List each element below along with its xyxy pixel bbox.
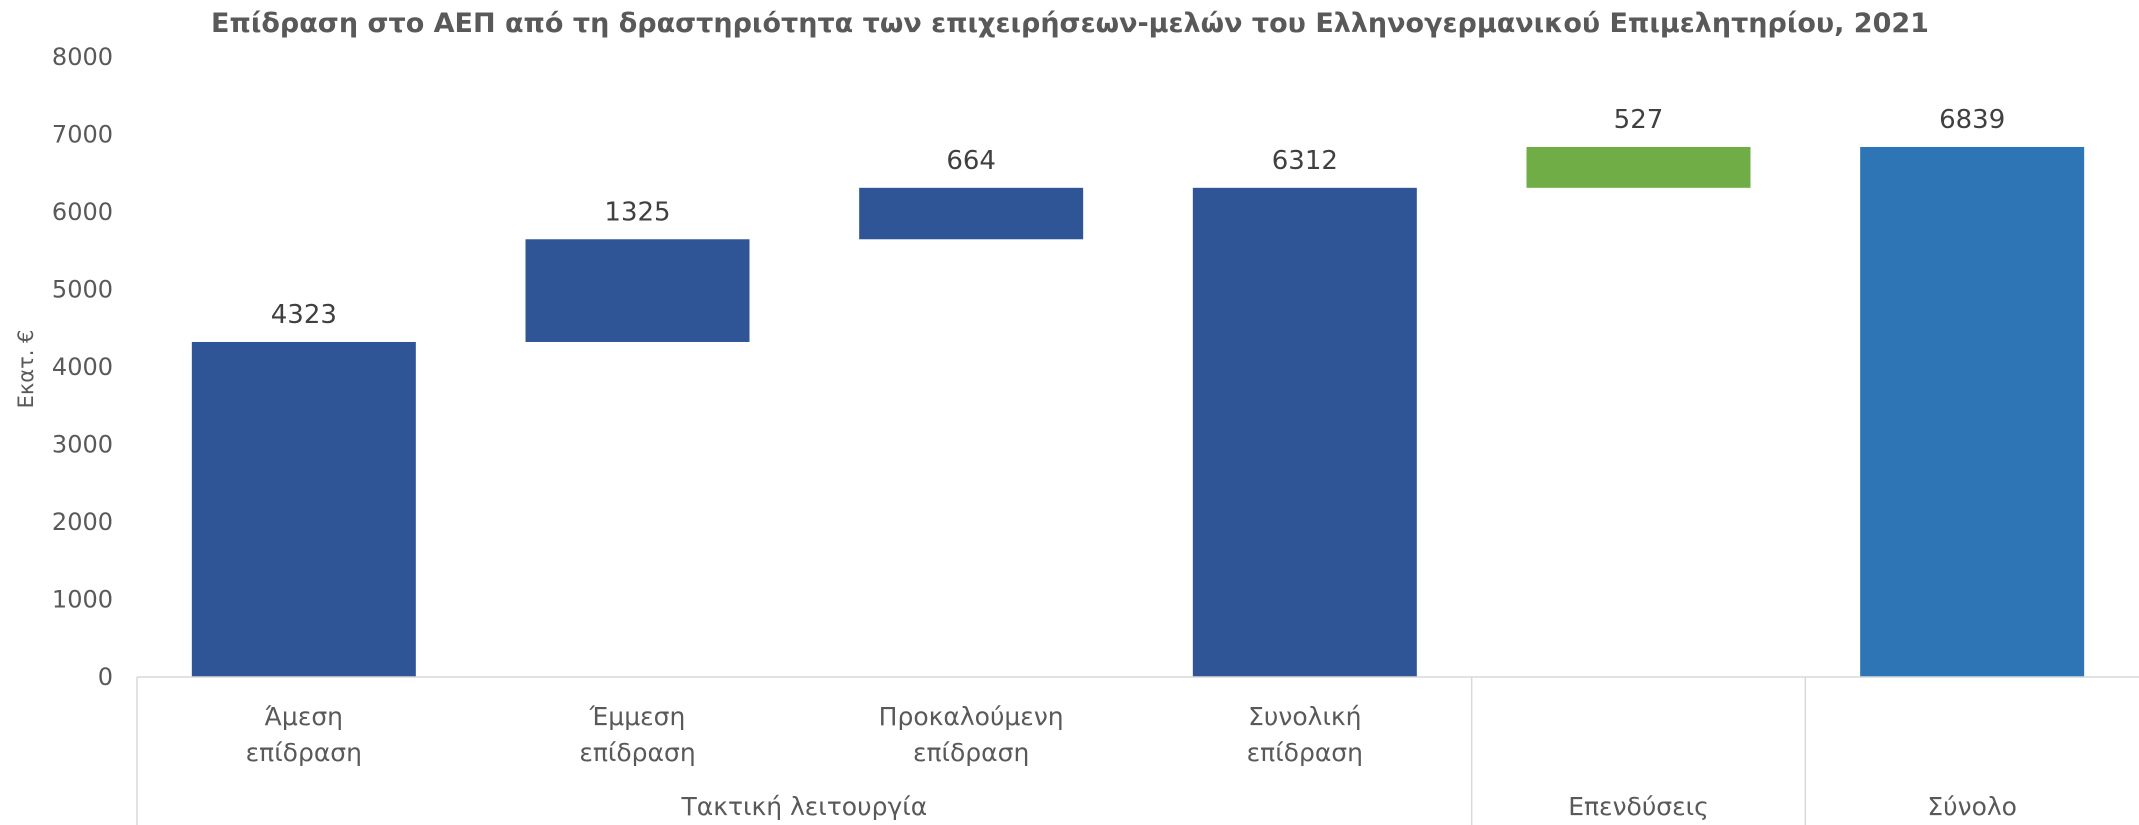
category-label: Συνολική <box>1248 702 1361 731</box>
category-label: επίδραση <box>579 738 695 767</box>
group-label: Σύνολο <box>1927 792 2017 821</box>
bar <box>525 239 750 342</box>
data-label: 664 <box>946 146 996 176</box>
category-label: επίδραση <box>913 738 1029 767</box>
data-label: 1325 <box>604 197 670 227</box>
y-tick-label: 3000 <box>52 431 113 459</box>
y-tick-label: 6000 <box>52 198 113 226</box>
bar <box>859 187 1084 240</box>
y-tick-label: 7000 <box>52 121 113 149</box>
y-axis-ticks: 0 1000 2000 3000 4000 5000 6000 7000 8000 <box>52 43 113 691</box>
y-tick-label: 5000 <box>52 276 113 304</box>
data-label: 4323 <box>271 300 337 330</box>
bar <box>191 341 416 677</box>
data-labels: 4323 1325 664 6312 527 6839 <box>271 105 2006 330</box>
data-label: 6312 <box>1272 146 1338 176</box>
bars <box>191 146 2085 678</box>
y-tick-label: 2000 <box>52 508 113 536</box>
y-tick-label: 8000 <box>52 43 113 71</box>
category-label: Άμεση <box>265 702 343 731</box>
group-label: Τακτική λειτουργία <box>680 792 927 821</box>
category-label: Προκαλούμενη <box>879 702 1064 731</box>
chart-title: Επίδραση στο ΑΕΠ από τη δραστηριότητα τω… <box>211 8 1929 39</box>
group-label: Επενδύσεις <box>1568 792 1709 821</box>
bar <box>1860 146 2085 678</box>
y-axis-label: Εκατ. € <box>14 330 38 409</box>
y-tick-label: 0 <box>98 663 113 691</box>
y-tick-label: 4000 <box>52 353 113 381</box>
category-label: επίδραση <box>246 738 362 767</box>
data-label: 527 <box>1614 105 1664 135</box>
bar <box>1192 187 1417 677</box>
y-tick-label: 1000 <box>52 586 113 614</box>
bar <box>1526 146 1751 188</box>
category-label: Έμμεση <box>589 702 686 731</box>
data-label: 6839 <box>1939 105 2005 135</box>
category-label: επίδραση <box>1247 738 1363 767</box>
x-axis: Άμεση επίδραση Έμμεση επίδραση Προκαλούμενη ε… <box>136 676 2139 825</box>
